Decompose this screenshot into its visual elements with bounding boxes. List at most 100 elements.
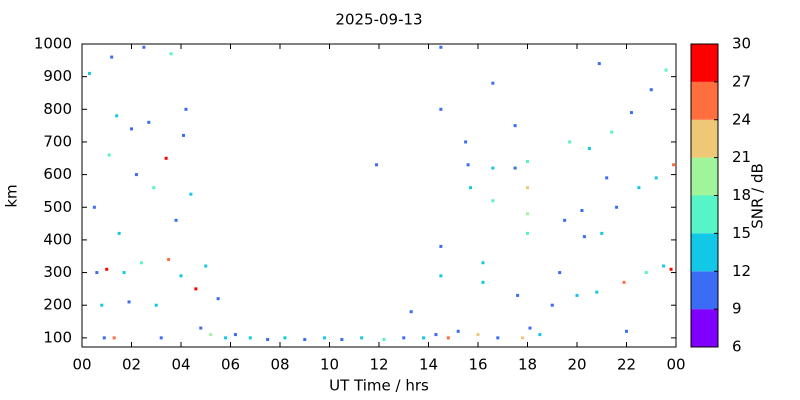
data-point [439, 274, 443, 278]
data-point [184, 107, 188, 111]
data-point [159, 336, 163, 340]
data-point [481, 280, 485, 284]
data-point [496, 336, 500, 340]
data-point [142, 45, 146, 49]
data-point [466, 163, 470, 167]
data-point [283, 336, 287, 340]
y-tick-label: 600 [43, 165, 72, 183]
colorbar-tick-label: 24 [732, 110, 751, 128]
data-point [409, 310, 413, 314]
colorbar-swatch [691, 195, 718, 234]
data-point [568, 140, 572, 144]
colorbar-swatch [691, 81, 718, 120]
y-axis-label: km [3, 184, 21, 207]
data-point [233, 333, 237, 337]
data-point [481, 261, 485, 265]
data-point [558, 271, 562, 275]
colorbar-tick-label: 15 [732, 224, 751, 242]
colorbar-tick-label: 27 [732, 72, 751, 90]
x-tick-label: 02 [122, 356, 141, 374]
data-point [491, 166, 495, 170]
y-tick-label: 800 [43, 100, 72, 118]
data-point [127, 300, 131, 304]
data-point [303, 337, 307, 341]
data-point [248, 336, 252, 340]
x-tick-label: 20 [567, 356, 586, 374]
colorbar-swatch [691, 233, 718, 272]
data-point [580, 209, 584, 213]
data-point [216, 297, 220, 301]
colorbar-tick-label: 12 [732, 262, 751, 280]
x-axis-label: UT Time / hrs [329, 377, 429, 395]
data-point [669, 267, 673, 271]
x-tick-label: 08 [270, 356, 289, 374]
data-point [181, 133, 185, 137]
data-point [164, 156, 168, 160]
data-point [587, 146, 591, 150]
data-point [582, 235, 586, 239]
y-tick-label: 300 [43, 263, 72, 281]
data-point [610, 130, 614, 134]
colorbar-label: SNR / dB [749, 163, 767, 229]
data-point [139, 261, 143, 265]
data-point [513, 124, 517, 128]
data-point [476, 333, 480, 337]
colorbar-swatch [691, 271, 718, 310]
data-point [112, 336, 116, 340]
y-tick-label: 100 [43, 328, 72, 346]
colorbar-swatch [691, 44, 718, 82]
data-point [637, 186, 641, 190]
data-point [600, 231, 604, 235]
data-point [167, 257, 171, 261]
data-point [130, 127, 133, 131]
data-point [664, 68, 668, 72]
data-point [649, 88, 653, 92]
data-point [107, 153, 111, 157]
data-point [266, 337, 270, 341]
data-point [644, 271, 648, 275]
data-point [323, 336, 327, 340]
colorbar-swatch [691, 119, 718, 158]
y-tick-label: 500 [43, 198, 72, 216]
data-point [491, 199, 495, 203]
y-tick-label: 900 [43, 67, 72, 85]
x-tick-label: 18 [518, 356, 537, 374]
data-point [615, 205, 619, 209]
data-point [115, 114, 119, 118]
chart-title: 2025-09-13 [335, 11, 422, 29]
data-point [456, 329, 460, 333]
x-tick-label: 22 [617, 356, 636, 374]
data-point [629, 111, 633, 115]
plot-frame [81, 43, 677, 348]
data-point [224, 336, 228, 340]
data-point [122, 271, 126, 275]
y-tick-label: 700 [43, 132, 72, 150]
y-tick-label: 400 [43, 230, 72, 248]
colorbar-tick-label: 30 [732, 35, 751, 53]
x-tick-label: 00 [72, 356, 91, 374]
data-point [105, 267, 109, 271]
y-tick-label: 1000 [34, 35, 72, 53]
colorbar-tick-label: 21 [732, 148, 751, 166]
colorbar-tick-label: 18 [732, 186, 751, 204]
data-point [446, 336, 450, 340]
data-point [538, 333, 542, 337]
data-point [102, 336, 106, 340]
data-point [491, 81, 495, 85]
data-point [110, 55, 114, 59]
data-point [550, 303, 554, 307]
data-point [654, 176, 658, 180]
data-point [340, 337, 344, 341]
data-point [513, 166, 517, 170]
data-point [625, 329, 628, 333]
data-point [439, 244, 443, 248]
data-point [563, 218, 567, 222]
data-point [422, 336, 426, 340]
data-point [360, 336, 364, 340]
data-point [622, 280, 626, 284]
data-point [147, 120, 151, 124]
data-point [382, 337, 386, 341]
x-tick-label: 14 [419, 356, 438, 374]
data-point [469, 186, 473, 190]
